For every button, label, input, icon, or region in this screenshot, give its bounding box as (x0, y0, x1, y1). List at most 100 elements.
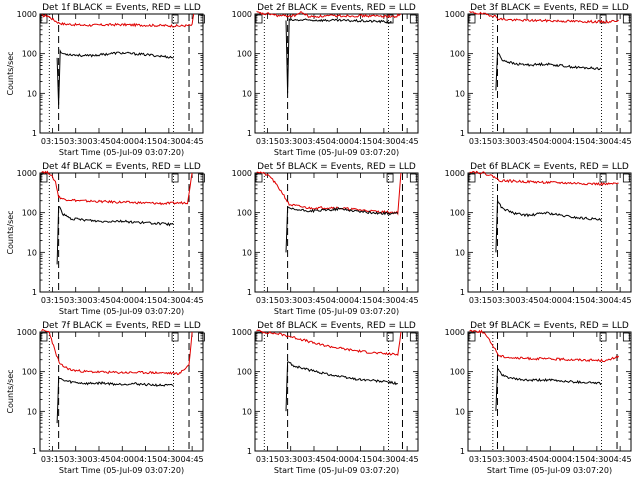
plot-frame (39, 172, 204, 293)
chart-title: Det 9f BLACK = Events, RED = LLD (470, 321, 629, 331)
x-tick-label: 04:45 (181, 296, 204, 305)
chart-title: Det 4f BLACK = Events, RED = LLD (42, 162, 201, 172)
y-axis-label: Counts/sec (6, 369, 15, 413)
stop-marker-box (409, 14, 417, 24)
x-tick-label: 04:15 (349, 137, 372, 146)
plot-frame (467, 13, 632, 134)
x-tick-label: 03:45 (515, 137, 538, 146)
lld-series-line (256, 329, 402, 357)
x-tick-label: 04:30 (157, 137, 180, 146)
y-axis-label: Counts/sec (6, 51, 15, 95)
x-tick-label: 03:15 (41, 455, 64, 464)
stop-marker-box (198, 173, 205, 183)
x-tick-label: 04:00 (326, 137, 349, 146)
chart-title: Det 7f BLACK = Events, RED = LLD (42, 321, 201, 331)
events-series-line (56, 48, 174, 105)
end-marker-box (599, 14, 607, 24)
end-marker-box (386, 332, 394, 342)
x-tick-label: 04:15 (134, 455, 157, 464)
lld-series-line (41, 13, 195, 28)
x-tick-label: 03:30 (279, 455, 302, 464)
end-marker-box (599, 332, 607, 342)
y-tick-label: 1 (32, 288, 37, 297)
lld-series-line (256, 171, 402, 216)
y-axis-label: Counts/sec (6, 210, 15, 254)
y-tick-label: 1000 (17, 169, 37, 178)
lld-series-line (469, 329, 620, 363)
x-tick-label: 03:30 (492, 455, 515, 464)
start-marker-box (40, 14, 48, 24)
x-tick-label: 03:45 (302, 455, 325, 464)
x-tick-label: 04:45 (609, 455, 632, 464)
start-marker-box (40, 332, 48, 342)
x-axis-label: Start Time (05-Jul-09 03:07:20) (59, 466, 184, 475)
chart-title: Det 8f BLACK = Events, RED = LLD (257, 321, 416, 331)
y-tick-label: 100 (450, 209, 465, 218)
y-tick-label: 10 (455, 89, 465, 98)
plot-frame (254, 331, 419, 452)
x-tick-label: 03:15 (469, 137, 492, 146)
plot-frame (254, 13, 419, 134)
x-tick-label: 03:15 (469, 455, 492, 464)
stop-marker-box (622, 14, 630, 24)
x-tick-label: 04:30 (157, 455, 180, 464)
x-tick-label: 04:00 (111, 137, 134, 146)
x-tick-label: 04:30 (372, 455, 395, 464)
x-tick-label: 03:15 (41, 296, 64, 305)
y-tick-label: 1000 (232, 169, 252, 178)
stop-marker-box (409, 173, 417, 183)
y-tick-label: 1000 (445, 10, 465, 19)
plot-frame (467, 172, 632, 293)
x-tick-label: 03:15 (41, 137, 64, 146)
chart-title: Det 2f BLACK = Events, RED = LLD (257, 3, 416, 13)
lld-series-line (256, 10, 402, 19)
y-tick-label: 1 (247, 129, 252, 138)
x-tick-label: 03:45 (515, 296, 538, 305)
x-tick-label: 04:15 (349, 455, 372, 464)
events-series-line (495, 51, 602, 91)
stop-marker-box (198, 332, 205, 342)
x-axis-label: Start Time (05-Jul-09 03:07:20) (274, 148, 399, 157)
plot-frame (467, 331, 632, 452)
y-tick-label: 1 (32, 129, 37, 138)
y-tick-label: 1 (460, 288, 465, 297)
y-tick-label: 100 (237, 50, 252, 59)
x-tick-label: 03:45 (87, 296, 110, 305)
end-marker-box (171, 332, 179, 342)
x-tick-label: 03:15 (469, 296, 492, 305)
events-series-line (285, 206, 399, 253)
x-tick-label: 04:15 (134, 296, 157, 305)
stop-marker-box (622, 173, 630, 183)
end-marker-box (386, 173, 394, 183)
events-series-line (56, 205, 174, 265)
x-tick-label: 04:15 (562, 296, 585, 305)
y-tick-label: 10 (242, 89, 252, 98)
lld-series-line (41, 170, 193, 206)
x-tick-label: 03:15 (256, 455, 279, 464)
x-tick-label: 04:15 (349, 296, 372, 305)
x-tick-label: 04:30 (372, 137, 395, 146)
x-tick-label: 03:30 (64, 137, 87, 146)
x-tick-label: 04:00 (539, 296, 562, 305)
events-series-line (285, 361, 398, 412)
stop-marker-box (198, 14, 205, 24)
x-tick-label: 04:15 (134, 137, 157, 146)
start-marker-box (468, 332, 476, 342)
y-tick-label: 100 (450, 368, 465, 377)
end-marker-box (599, 173, 607, 183)
start-marker-box (468, 14, 476, 24)
x-tick-label: 04:45 (181, 455, 204, 464)
y-tick-label: 1 (460, 129, 465, 138)
chart-title: Det 6f BLACK = Events, RED = LLD (470, 162, 629, 172)
events-series-line (495, 368, 602, 412)
x-tick-label: 03:45 (87, 455, 110, 464)
x-tick-label: 04:30 (372, 296, 395, 305)
x-axis-label: Start Time (05-Jul-09 03:07:20) (274, 307, 399, 316)
x-tick-label: 04:30 (585, 296, 608, 305)
x-tick-label: 04:30 (585, 137, 608, 146)
x-tick-label: 04:45 (396, 455, 419, 464)
stop-marker-box (409, 332, 417, 342)
y-tick-label: 10 (27, 407, 37, 416)
